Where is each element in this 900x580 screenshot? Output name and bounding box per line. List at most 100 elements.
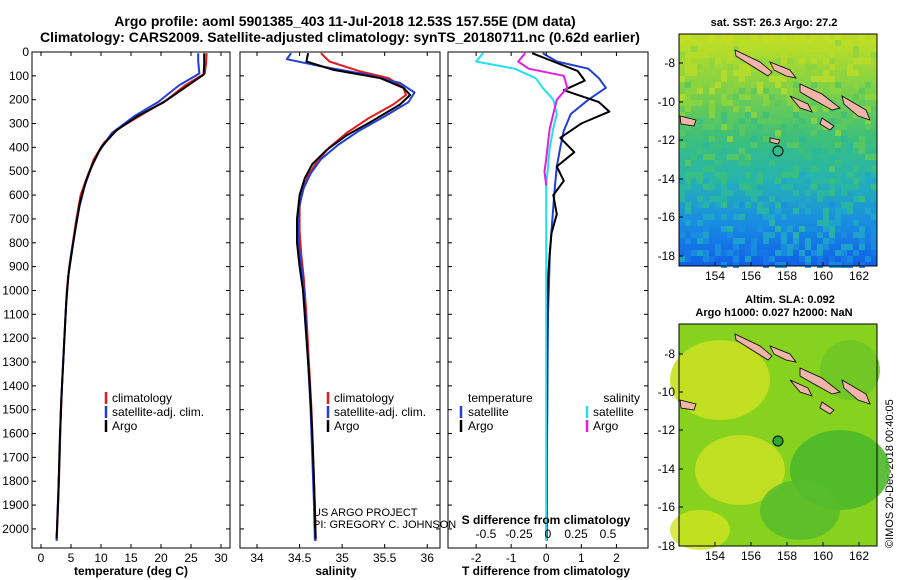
sst-pixel xyxy=(757,124,763,130)
sst-pixel xyxy=(787,88,793,94)
sst-pixel xyxy=(733,202,739,208)
sst-pixel xyxy=(865,34,871,40)
sst-pixel xyxy=(685,172,691,178)
sst-pixel xyxy=(793,232,799,238)
sst-pixel xyxy=(793,220,799,226)
sst-pixel xyxy=(811,100,817,106)
sst-pixel xyxy=(727,250,733,256)
sst-pixel xyxy=(829,220,835,226)
sst-pixel xyxy=(823,220,829,226)
map-x-tick-label: 156 xyxy=(741,549,761,563)
depth-tick-label: 900 xyxy=(9,260,29,274)
sst-pixel xyxy=(691,70,697,76)
sst-pixel xyxy=(769,160,775,166)
sst-pixel xyxy=(745,256,751,262)
sst-pixel xyxy=(769,232,775,238)
sst-pixel xyxy=(763,190,769,196)
sst-pixel xyxy=(871,250,877,256)
figure-title-line2: Climatology: CARS2009. Satellite-adjuste… xyxy=(40,29,640,45)
sst-pixel xyxy=(775,100,781,106)
sst-pixel xyxy=(829,232,835,238)
sst-pixel xyxy=(763,118,769,124)
legend-salinity-title: salinity xyxy=(603,391,640,405)
sst-pixel xyxy=(751,178,757,184)
sst-pixel xyxy=(697,202,703,208)
sst-pixel xyxy=(757,208,763,214)
sst-pixel xyxy=(787,58,793,64)
salinity-panel xyxy=(239,51,441,549)
sst-pixel xyxy=(733,112,739,118)
sst-pixel xyxy=(703,130,709,136)
salinity-axis-label: salinity xyxy=(315,564,357,578)
sst-pixel xyxy=(787,244,793,250)
sst-pixel xyxy=(853,166,859,172)
sst-pixel xyxy=(697,232,703,238)
sst-pixel xyxy=(799,226,805,232)
sst-pixel xyxy=(739,214,745,220)
sst-pixel xyxy=(763,112,769,118)
sst-pixel xyxy=(859,100,865,106)
sst-pixel xyxy=(757,118,763,124)
sst-pixel xyxy=(739,154,745,160)
sst-pixel xyxy=(871,226,877,232)
depth-tick-label: 1400 xyxy=(2,379,29,393)
depth-tick-label: 200 xyxy=(9,93,29,107)
x-tick-label: 34.5 xyxy=(288,551,312,565)
sst-pixel xyxy=(733,256,739,262)
sst-pixel xyxy=(823,190,829,196)
sst-pixel xyxy=(733,184,739,190)
map-x-tick-label: 160 xyxy=(813,269,833,283)
sst-pixel xyxy=(727,226,733,232)
sst-pixel xyxy=(757,34,763,40)
sst-pixel xyxy=(745,70,751,76)
sst-pixel xyxy=(763,214,769,220)
sst-pixel xyxy=(805,256,811,262)
sst-pixel xyxy=(715,202,721,208)
sst-pixel xyxy=(847,70,853,76)
sst-pixel xyxy=(769,118,775,124)
x2-tick-label: 0.25 xyxy=(564,527,588,541)
sst-pixel xyxy=(727,118,733,124)
sst-pixel xyxy=(679,196,685,202)
x-tick-label: 35.5 xyxy=(373,551,397,565)
map-x-tick-label: 162 xyxy=(849,269,869,283)
sst-pixel xyxy=(775,130,781,136)
sst-pixel xyxy=(703,256,709,262)
pi-credit: PI: GREGORY C. JOHNSON xyxy=(313,519,456,531)
sst-pixel xyxy=(703,190,709,196)
sst-pixel xyxy=(787,226,793,232)
sst-pixel xyxy=(841,40,847,46)
sst-pixel xyxy=(799,130,805,136)
sst-pixel xyxy=(739,226,745,232)
sst-pixel xyxy=(757,88,763,94)
sst-pixel xyxy=(805,34,811,40)
sst-pixel xyxy=(841,118,847,124)
sst-pixel xyxy=(835,76,841,82)
sst-pixel xyxy=(853,142,859,148)
sst-pixel xyxy=(835,88,841,94)
sst-pixel xyxy=(811,184,817,190)
sst-pixel xyxy=(721,250,727,256)
sst-pixel xyxy=(817,40,823,46)
sst-pixel xyxy=(739,184,745,190)
sst-pixel xyxy=(835,208,841,214)
sst-pixel xyxy=(745,184,751,190)
sst-pixel xyxy=(745,46,751,52)
sst-pixel xyxy=(751,250,757,256)
sst-pixel xyxy=(823,46,829,52)
sst-pixel xyxy=(817,220,823,226)
sst-pixel xyxy=(871,52,877,58)
sst-pixel xyxy=(847,256,853,262)
sst-pixel xyxy=(685,184,691,190)
x2-tick-label: -0.25 xyxy=(505,527,533,541)
sst-pixel xyxy=(769,76,775,82)
sst-pixel xyxy=(805,208,811,214)
sst-pixel xyxy=(679,256,685,262)
sst-pixel xyxy=(847,184,853,190)
sst-pixel xyxy=(739,76,745,82)
sst-pixel xyxy=(805,190,811,196)
sst-map-title: sat. SST: 26.3 Argo: 27.2 xyxy=(711,17,838,29)
sst-pixel xyxy=(853,82,859,88)
sst-pixel xyxy=(787,148,793,154)
sst-pixel xyxy=(727,136,733,142)
